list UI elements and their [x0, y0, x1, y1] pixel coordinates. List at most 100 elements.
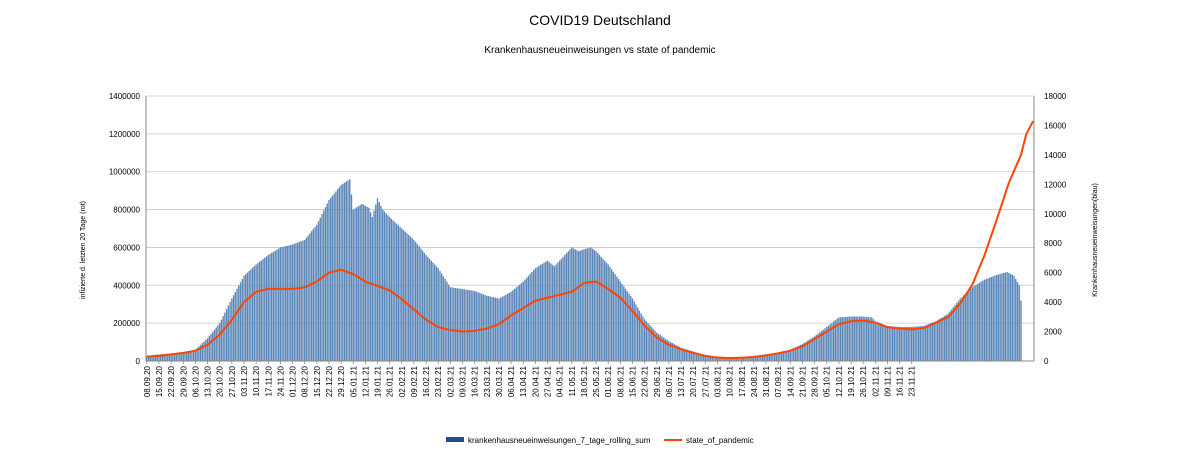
- bar: [898, 326, 901, 361]
- bar: [505, 294, 507, 361]
- bar: [283, 246, 285, 361]
- bar: [212, 331, 214, 361]
- bar: [857, 316, 859, 361]
- x-tick-label: 09.03.21: [459, 365, 468, 397]
- bar: [297, 242, 299, 361]
- bar: [765, 354, 767, 361]
- bar: [708, 355, 710, 361]
- bar: [721, 357, 724, 361]
- bar: [668, 341, 670, 361]
- bar: [248, 270, 250, 361]
- bar: [1006, 272, 1008, 361]
- y-left-tick-label: 400000: [113, 281, 140, 290]
- bar: [562, 256, 564, 361]
- bar: [168, 353, 171, 361]
- bar: [969, 288, 972, 361]
- bar: [852, 316, 854, 361]
- bar: [387, 215, 389, 361]
- x-tick-label: 04.05.21: [556, 365, 565, 397]
- bar: [501, 296, 504, 361]
- bar: [926, 324, 929, 361]
- bar: [822, 329, 824, 361]
- bar: [591, 248, 594, 361]
- x-tick-label: 09.11.21: [883, 365, 892, 396]
- bar: [546, 260, 549, 361]
- bar: [172, 353, 174, 361]
- bar: [421, 250, 424, 361]
- bar: [395, 223, 398, 361]
- bar: [897, 326, 899, 361]
- bar: [449, 287, 452, 361]
- bar: [631, 298, 634, 361]
- bar: [690, 350, 693, 361]
- bar: [274, 250, 276, 361]
- bar: [375, 204, 377, 361]
- bar: [791, 348, 793, 361]
- bar: [1020, 300, 1022, 361]
- bar: [886, 325, 889, 361]
- x-tick-label: 29.09.20: [179, 365, 188, 397]
- bar: [1016, 282, 1019, 361]
- bar: [749, 356, 752, 361]
- bar: [995, 274, 998, 361]
- bar: [548, 262, 550, 361]
- legend-label-bars: krankenhausneueinweisungen_7_tage_rollin…: [468, 436, 651, 445]
- y-axis-right-label: Krankenhausneueinweisungen(blau): [1092, 183, 1099, 297]
- bar: [231, 298, 233, 361]
- bar: [628, 293, 630, 361]
- bar: [801, 343, 804, 361]
- bar: [779, 352, 781, 361]
- x-tick-label: 23.11.21: [908, 365, 917, 396]
- x-axis-ticks: 08.09.20 15.09.20 22.09.20 29.09.20 06.10.20…: [143, 361, 917, 397]
- bar: [525, 277, 528, 361]
- bar: [198, 346, 200, 361]
- y-right-tick-label: 0: [1044, 357, 1049, 366]
- x-tick-label: 13.07.21: [677, 365, 686, 397]
- bar: [754, 355, 757, 361]
- x-tick-label: 23.02.21: [434, 365, 443, 397]
- x-tick-label: 09.02.21: [410, 365, 419, 397]
- bar: [382, 209, 384, 361]
- x-tick-label: 02.03.21: [446, 365, 455, 397]
- bar: [1015, 278, 1017, 361]
- bar: [746, 356, 748, 361]
- bar: [295, 243, 297, 361]
- bar: [437, 268, 439, 361]
- bar: [664, 338, 667, 361]
- bar: [1002, 272, 1005, 361]
- bar: [921, 326, 923, 361]
- bar: [470, 290, 472, 361]
- x-tick-label: 26.10.21: [859, 365, 868, 397]
- bar: [671, 343, 674, 361]
- bar: [201, 343, 204, 361]
- bar: [356, 207, 358, 361]
- bar: [442, 276, 445, 361]
- bar: [924, 325, 927, 361]
- bar: [454, 287, 457, 361]
- x-tick-label: 22.09.20: [167, 365, 176, 397]
- bar: [217, 325, 219, 361]
- bar: [465, 289, 467, 361]
- bar: [834, 320, 837, 361]
- bar: [388, 217, 391, 361]
- x-tick-label: 20.10.20: [216, 365, 225, 397]
- bar: [968, 290, 970, 361]
- bar: [489, 296, 491, 361]
- y-left-tick-label: 1000000: [109, 168, 141, 177]
- bar: [697, 353, 700, 361]
- bar: [543, 262, 545, 361]
- bar: [565, 253, 568, 361]
- bar: [153, 355, 155, 361]
- bar: [264, 257, 266, 361]
- bar: [305, 237, 308, 361]
- bar: [269, 253, 271, 361]
- bar: [923, 325, 925, 361]
- bar: [324, 207, 327, 361]
- bar: [720, 357, 722, 361]
- bar: [756, 355, 759, 361]
- bar: [510, 291, 512, 361]
- bar: [1001, 273, 1003, 361]
- bar: [569, 249, 571, 361]
- bar: [957, 300, 960, 361]
